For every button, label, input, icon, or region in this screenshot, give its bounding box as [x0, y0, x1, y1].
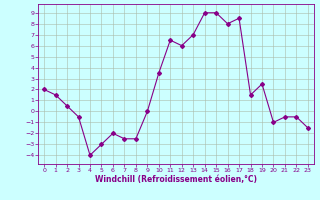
X-axis label: Windchill (Refroidissement éolien,°C): Windchill (Refroidissement éolien,°C)	[95, 175, 257, 184]
